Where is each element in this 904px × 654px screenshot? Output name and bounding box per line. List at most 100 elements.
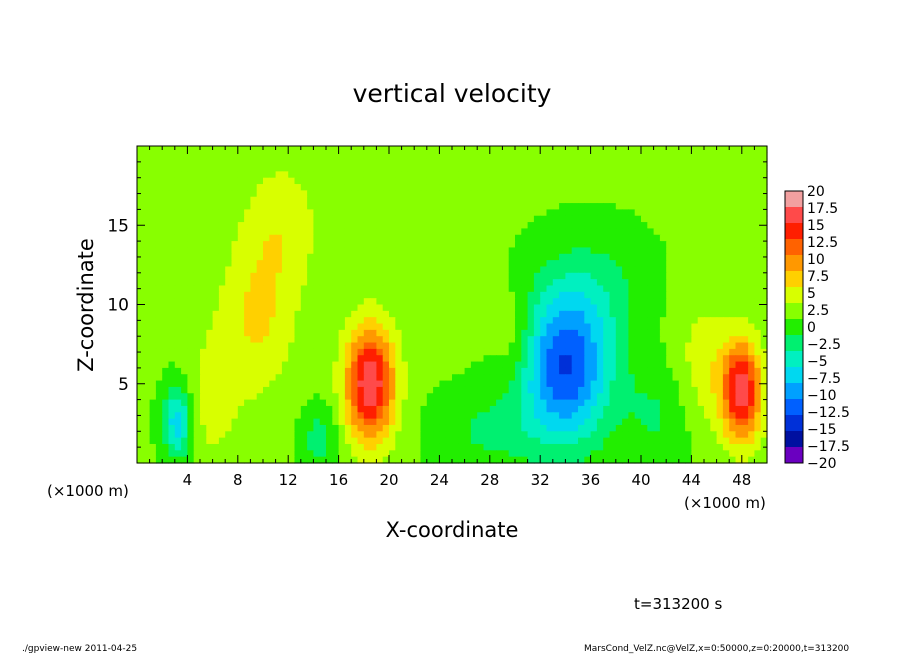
heatmap-cell (666, 177, 674, 185)
heatmap-cell (483, 152, 491, 160)
heatmap-cell (137, 405, 144, 413)
heatmap-cell (231, 272, 239, 280)
heatmap-cell (496, 336, 503, 344)
heatmap-cell (389, 348, 396, 356)
heatmap-cell (590, 272, 598, 280)
heatmap-cell (622, 298, 629, 306)
heatmap-cell (370, 336, 377, 344)
heatmap-cell (313, 367, 321, 375)
heatmap-cell (231, 380, 239, 388)
heatmap-cell (691, 437, 699, 445)
heatmap-cell (433, 291, 440, 299)
heatmap-cell (269, 405, 277, 413)
heatmap-cell (382, 146, 390, 153)
heatmap-cell (527, 405, 535, 413)
heatmap-cell (313, 380, 321, 388)
heatmap-cell (162, 418, 170, 426)
heatmap-cell (653, 203, 661, 210)
heatmap-cell (515, 374, 522, 382)
heatmap-cell (508, 355, 516, 363)
heatmap-cell (313, 279, 321, 287)
heatmap-cell (212, 310, 220, 318)
heatmap-cell (748, 177, 755, 185)
heatmap-cell (653, 234, 661, 242)
heatmap-cell (452, 253, 459, 261)
heatmap-cell (502, 380, 510, 388)
heatmap-cell (452, 222, 459, 230)
heatmap-cell (244, 272, 251, 280)
heatmap-cell (149, 310, 157, 318)
heatmap-cell (716, 158, 724, 166)
heatmap-cell (168, 285, 176, 293)
heatmap-cell (552, 234, 560, 242)
heatmap-cell (515, 450, 522, 458)
heatmap-cell (200, 298, 207, 306)
heatmap-cell (464, 418, 472, 426)
heatmap-cell (666, 171, 674, 179)
heatmap-cell (647, 158, 655, 166)
heatmap-cell (269, 291, 277, 299)
heatmap-cell (470, 450, 478, 458)
heatmap-cell (363, 443, 371, 451)
heatmap-cell (470, 222, 478, 230)
heatmap-cell (225, 405, 233, 413)
heatmap-cell (521, 247, 529, 255)
heatmap-cell (489, 317, 497, 325)
heatmap-cell (477, 336, 485, 344)
heatmap-cell (193, 323, 201, 331)
heatmap-cell (168, 374, 176, 382)
heatmap-cell (489, 361, 497, 369)
heatmap-cell (407, 317, 415, 325)
heatmap-cell (527, 399, 535, 407)
heatmap-cell (149, 146, 157, 153)
heatmap-cell (533, 272, 541, 280)
heatmap-cell (382, 184, 390, 191)
heatmap-cell (666, 272, 674, 280)
heatmap-cell (363, 247, 371, 255)
heatmap-cell (244, 279, 251, 287)
heatmap-cell (445, 234, 453, 242)
heatmap-cell (275, 171, 283, 179)
heatmap-cell (389, 380, 396, 388)
heatmap-cell (344, 456, 352, 464)
heatmap-cell (685, 348, 692, 356)
heatmap-cell (288, 158, 296, 166)
heatmap-cell (269, 272, 277, 280)
heatmap-cell (496, 146, 503, 153)
heatmap-cell (294, 279, 302, 287)
heatmap-cell (445, 184, 453, 191)
heatmap-cell (401, 323, 409, 331)
heatmap-cell (496, 165, 503, 172)
heatmap-cell (357, 241, 365, 249)
heatmap-cell (218, 405, 226, 413)
heatmap-cell (590, 266, 598, 274)
heatmap-cell (603, 184, 611, 191)
heatmap-cell (338, 241, 346, 249)
heatmap-cell (704, 317, 711, 325)
heatmap-cell (634, 437, 642, 445)
heatmap-cell (294, 393, 302, 401)
heatmap-cell (502, 424, 510, 432)
heatmap-cell (704, 228, 711, 236)
heatmap-cell (231, 203, 239, 210)
heatmap-cell (697, 304, 705, 312)
heatmap-cell (628, 291, 636, 299)
heatmap-cell (370, 298, 377, 306)
heatmap-cell (389, 177, 396, 185)
heatmap-cell (351, 412, 359, 420)
heatmap-cell (559, 146, 566, 153)
heatmap-cell (300, 247, 308, 255)
heatmap-cell (603, 247, 611, 255)
heatmap-cell (596, 317, 604, 325)
heatmap-cell (666, 222, 674, 230)
heatmap-cell (508, 367, 516, 375)
heatmap-cell (433, 177, 440, 185)
heatmap-cell (685, 405, 692, 413)
heatmap-cell (666, 279, 674, 287)
heatmap-cell (357, 146, 365, 153)
heatmap-cell (212, 336, 220, 344)
heatmap-cell (137, 355, 144, 363)
heatmap-cell (376, 386, 384, 394)
heatmap-cell (237, 203, 245, 210)
heatmap-cell (193, 241, 201, 249)
